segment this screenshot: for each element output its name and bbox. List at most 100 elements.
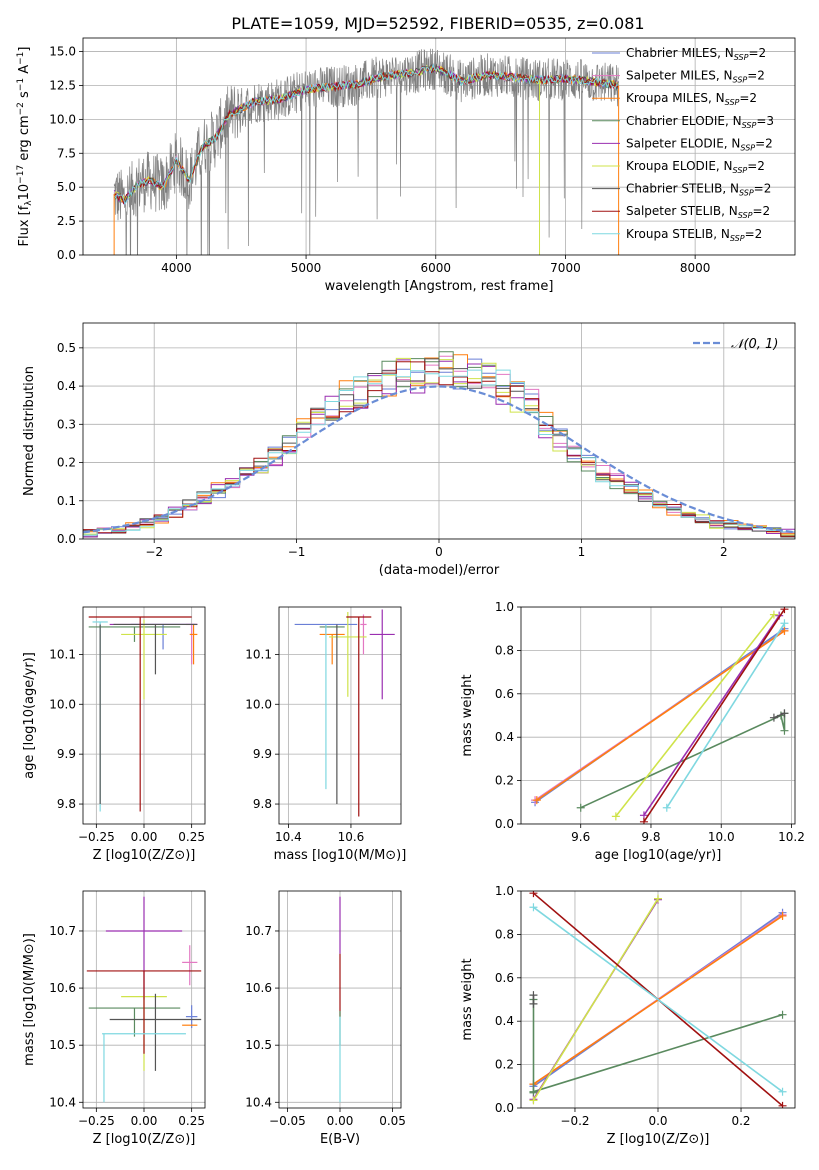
mass-weight-marker: [576, 803, 585, 812]
mass-weight-line: [533, 1013, 783, 1093]
normal-curve-line: [83, 385, 795, 534]
residuals-ylabel: Normed distribution: [22, 366, 37, 496]
errorbar-point: [369, 609, 395, 700]
tick-label-y: 0.4: [495, 1014, 514, 1028]
spectrum-ylabel: Flux [fλ10−17 erg cm−2 s−1 A−1]: [16, 47, 34, 247]
legend-entry: Salpeter ELODIE, NSSP=2: [626, 136, 773, 152]
tick-label-y: 0.8: [495, 927, 514, 941]
mass-vs-ebv-panel: −0.05 0.00 0.05 10.4 10.5 10.6 10.7 E(B-V): [245, 890, 406, 1147]
tick-label-x: 1: [578, 545, 586, 559]
tick-label-y: 0.3: [57, 417, 76, 431]
errorbar-point: [109, 993, 202, 1071]
errorbar-point: [185, 623, 198, 665]
tick-label-y: 0.4: [495, 730, 514, 744]
mass-weight-line: [536, 630, 785, 801]
mass-vs-ebv-xlabel: E(B-V): [320, 1132, 360, 1147]
errorbar-point: [360, 614, 367, 655]
tick-label-x: 10.6: [338, 830, 365, 844]
tick-label-x: 0.05: [379, 1114, 406, 1128]
age-vs-mass-frame: [278, 606, 402, 825]
mass-weight-marker: [639, 817, 648, 824]
tick-label-y: 0.0: [57, 532, 76, 546]
tick-label-x: −0.25: [78, 830, 115, 844]
tick-label-y: 1.0: [495, 600, 514, 614]
mass-weight-marker: [778, 1087, 787, 1096]
tick-label-y: 10.6: [245, 981, 272, 995]
tick-label-x: 0.0: [648, 1114, 667, 1128]
residual-histogram: [83, 369, 795, 539]
mass-vs-ebv-plot-area: [279, 891, 401, 1108]
mass-weight-series: [662, 619, 789, 812]
figure-title: PLATE=1059, MJD=52592, FIBERID=0535, z=0…: [231, 14, 644, 33]
age-vs-z-xlabel: Z [log10(Z/Z⊙)]: [93, 848, 196, 863]
tick-label-y: 5.0: [57, 180, 76, 194]
tick-label-x: 8000: [680, 261, 711, 275]
mass-weight-marker: [529, 1096, 538, 1105]
spectrum-plot-area: [83, 38, 795, 255]
mass-weight-marker: [769, 610, 778, 619]
tick-label-y: 9.9: [57, 747, 76, 761]
mass-weight-marker: [654, 894, 662, 903]
tick-label-y: 0.0: [495, 817, 514, 831]
tick-label-x: −2: [145, 545, 163, 559]
errorbar-point: [185, 1005, 198, 1029]
tick-label-x: −0.2: [560, 1114, 589, 1128]
mass-weight-line: [615, 614, 775, 817]
legend-entry: Kroupa ELODIE, NSSP=2: [626, 159, 765, 175]
tick-label-x: 0.25: [178, 830, 205, 844]
tick-label-y: 0.0: [57, 248, 76, 262]
legend-entry: Kroupa STELIB, NSSP=2: [626, 227, 762, 243]
age-vs-mass-panel: 10.4 10.6 9.8 9.9 10.0 10.1 mass [log10(M/M⊙)]: [245, 606, 407, 863]
tick-label-x: 5000: [291, 261, 322, 275]
mass-weight-vs-age-xlabel: age [log10(age/yr)]: [595, 848, 722, 863]
legend-entry: Chabrier STELIB, NSSP=2: [626, 182, 771, 198]
tick-label-y: 9.8: [253, 797, 272, 811]
residuals-panel: −2 −1 0 1 2 0.0 0.1 0.2 0.3 0.4 0.5 (data-model)/er…: [22, 322, 796, 578]
mass-weight-series: [529, 903, 787, 1096]
legend-entry: Chabrier MILES, NSSP=2: [626, 46, 766, 62]
mass-vs-z-xlabel: Z [log10(Z/Z⊙)]: [93, 1132, 196, 1147]
tick-label-y: 2.5: [57, 214, 76, 228]
tick-label-y: 9.9: [253, 747, 272, 761]
mass-weight-line: [666, 622, 786, 809]
mass-weight-line: [532, 898, 659, 1101]
errorbar-point: [189, 624, 198, 665]
mass-weight-marker: [780, 607, 789, 614]
mass-weight-line: [643, 615, 780, 816]
spectrum-model-line: [113, 63, 619, 206]
tick-label-y: 10.1: [49, 647, 76, 661]
tick-label-y: 12.5: [49, 78, 76, 92]
legend-entry: Salpeter STELIB, NSSP=2: [626, 204, 770, 220]
mass-weight-marker: [662, 803, 671, 812]
mass-weight-series: [532, 626, 789, 805]
mass-weight-series: [639, 607, 789, 824]
tick-label-y: 0.8: [495, 643, 514, 657]
age-vs-z-plot-area: [83, 607, 205, 824]
errorbar-point: [319, 633, 345, 665]
age-vs-mass-xlabel: mass [log10(M/M⊙)]: [274, 848, 407, 863]
tick-label-x: 0.2: [731, 1114, 750, 1128]
mass-weight-vs-age-plot-area: [521, 607, 795, 824]
mass-weight-vs-z-xlabel: Z [log10(Z/Z⊙)]: [607, 1132, 710, 1147]
mass-weight-vs-age-panel: 9.6 9.8 10.0 10.2 0.0 0.2 0.4 0.6 0.8 1.0 age [log…: [460, 600, 805, 863]
spectrum-legend: Chabrier MILES, NSSP=2 Salpeter MILES, NS…: [592, 46, 774, 243]
tick-label-y: 10.5: [49, 1038, 76, 1052]
spectrum-xlabel: wavelength [Angstrom, rest frame]: [325, 279, 554, 294]
tick-label-y: 10.4: [49, 1095, 76, 1109]
mass-weight-marker: [780, 709, 789, 718]
tick-label-x: 0.00: [327, 1114, 354, 1128]
tick-label-x: 0.25: [178, 1114, 205, 1128]
tick-label-x: −0.25: [78, 1114, 115, 1128]
tick-label-y: 10.0: [49, 112, 76, 126]
tick-label-y: 15.0: [49, 45, 76, 59]
mass-vs-z-plot-area: [83, 891, 205, 1108]
tick-label-y: 10.5: [245, 1038, 272, 1052]
tick-label-y: 1.0: [495, 884, 514, 898]
mass-vs-z-ylabel: mass [log10(M/M⊙)]: [22, 933, 37, 1066]
mass-weight-vs-z-ylabel: mass weight: [460, 958, 475, 1040]
errorbar-point: [329, 611, 367, 697]
mass-weight-marker: [780, 626, 789, 635]
tick-label-y: 0.2: [57, 456, 76, 470]
tick-label-y: 10.0: [245, 697, 272, 711]
tick-label-x: 9.6: [571, 830, 590, 844]
